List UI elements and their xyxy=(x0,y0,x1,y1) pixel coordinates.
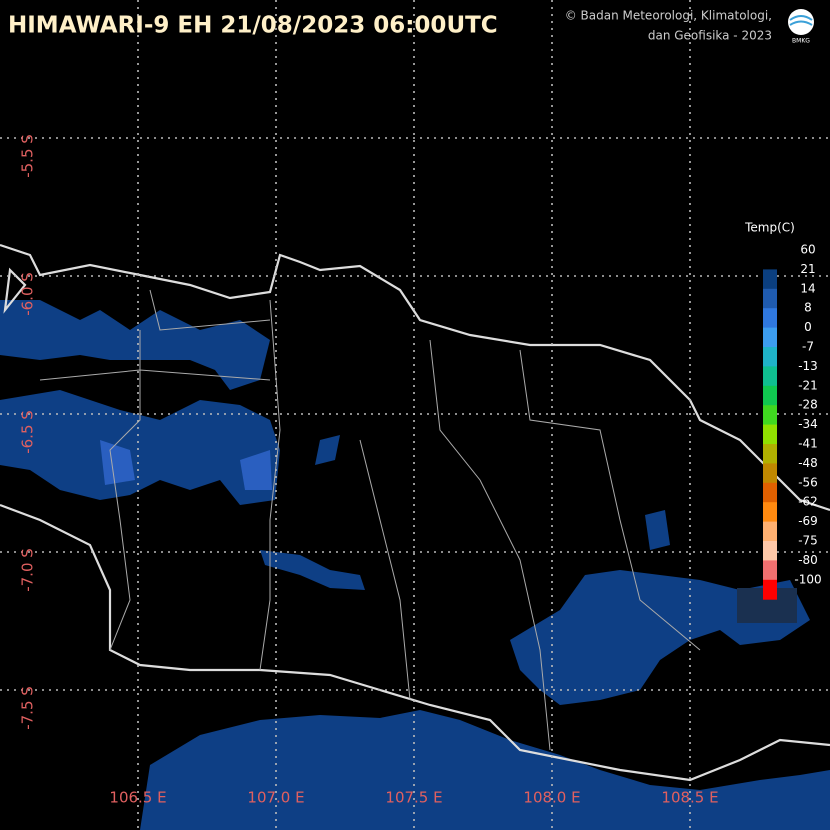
colorbar-label: -56 xyxy=(798,475,818,489)
colorbar-label: 60 xyxy=(800,243,815,257)
cloud xyxy=(100,440,272,490)
cloud xyxy=(645,510,670,550)
credit: © Badan Meteorologi, Klimatologi, xyxy=(565,9,772,23)
colorbar-label: -41 xyxy=(798,437,818,451)
lat-label: -7.0 S xyxy=(19,548,37,592)
colorbar-label: -62 xyxy=(798,495,818,509)
cloud xyxy=(140,710,830,830)
colorbar-label: 8 xyxy=(804,301,812,315)
lat-label: -7.5 S xyxy=(19,686,37,730)
logo: BMKG xyxy=(788,9,814,45)
lat-label: -6.0 S xyxy=(19,272,37,316)
colorbar-label: -80 xyxy=(798,553,818,567)
cloud xyxy=(0,390,280,505)
cloud xyxy=(260,435,365,590)
colorbar-segment xyxy=(763,424,777,445)
logo-text: BMKG xyxy=(792,38,810,45)
colorbar-segment xyxy=(763,463,777,484)
colorbar-label: -34 xyxy=(798,417,818,431)
colorbar-segment xyxy=(763,579,777,600)
lon-label: 108.5 E xyxy=(661,789,718,807)
colorbar: 60 21 14 8 0 -7 -13 -21 -28 -34 -41 -48 -56 -62 -69 -75… xyxy=(763,243,822,600)
colorbar-segment xyxy=(763,560,777,581)
colorbar-segment xyxy=(763,308,777,329)
colorbar-segment xyxy=(763,269,777,290)
colorbar-segment xyxy=(763,327,777,348)
colorbar-segment xyxy=(763,521,777,542)
cloud xyxy=(0,300,270,390)
colorbar-segment xyxy=(763,482,777,503)
colorbar-label: -75 xyxy=(798,534,818,548)
colorbar-segment xyxy=(763,366,777,387)
title: HIMAWARI-9 EH 21/08/2023 06:00UTC xyxy=(8,13,498,39)
colorbar-segment xyxy=(763,347,777,367)
colorbar-label: -48 xyxy=(798,456,818,470)
colorbar-label: -13 xyxy=(798,359,818,373)
colorbar-segment xyxy=(763,385,777,406)
province-borders xyxy=(39,289,701,751)
legend-title: Temp(C) xyxy=(744,221,795,235)
island xyxy=(3,267,27,314)
colorbar-label: 0 xyxy=(804,320,812,334)
colorbar-label: -21 xyxy=(798,378,818,392)
colorbar-segment xyxy=(763,541,777,561)
colorbar-label: -69 xyxy=(798,514,818,528)
colorbar-label: 14 xyxy=(800,281,815,295)
coastline xyxy=(0,243,830,512)
cloud-areas xyxy=(0,300,830,830)
lon-label: 106.5 E xyxy=(109,789,166,807)
colorbar-label: -7 xyxy=(802,340,814,354)
cloud xyxy=(510,570,810,705)
colorbar-segment xyxy=(763,444,777,464)
credit: dan Geofisika - 2023 xyxy=(648,29,772,43)
colorbar-label: -100 xyxy=(794,572,821,586)
lon-label: 107.0 E xyxy=(247,789,304,807)
graticule-labels: 106.5 E 107.0 E 107.5 E 108.0 E 108.5 E -5.5 … xyxy=(19,134,719,806)
lon-label: 108.0 E xyxy=(523,789,580,807)
lat-label: -5.5 S xyxy=(19,134,37,178)
lon-label: 107.5 E xyxy=(385,789,442,807)
colorbar-segment xyxy=(763,405,777,426)
lat-label: -6.5 S xyxy=(19,410,37,454)
colorbar-segment xyxy=(763,502,777,523)
colorbar-label: 21 xyxy=(800,262,815,276)
colorbar-segment xyxy=(763,288,777,309)
colorbar-label: -28 xyxy=(798,398,818,412)
